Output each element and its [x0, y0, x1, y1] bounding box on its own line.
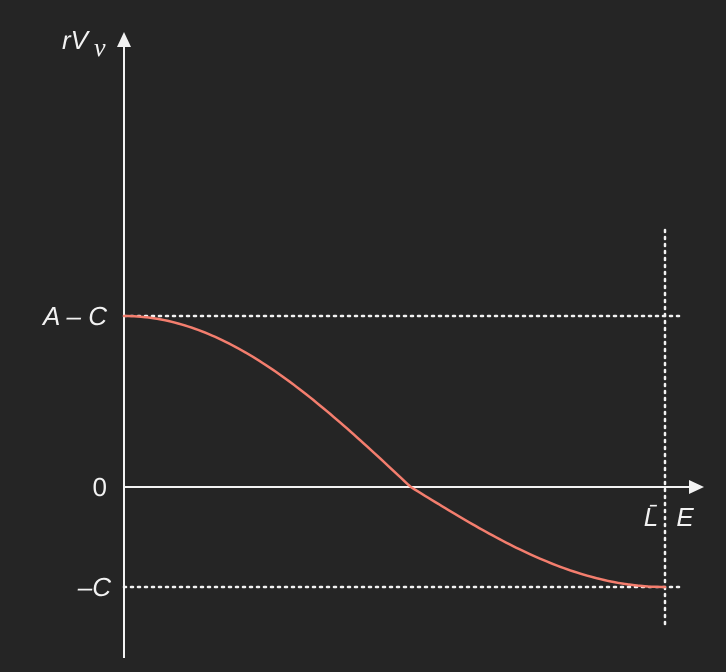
value-curve — [122, 314, 667, 589]
y-axis-label-subscript: v — [94, 33, 106, 62]
y-axis-label: rV — [62, 25, 91, 55]
lbar-marker-label: L̄ — [644, 502, 658, 532]
x-axis-label: E — [676, 502, 694, 532]
x-axis-arrow — [689, 480, 704, 494]
tick-label-zero: 0 — [93, 472, 107, 502]
y-axis-arrow — [117, 32, 131, 47]
tick-label-lower: –C — [77, 572, 111, 602]
tick-label-upper: A – C — [41, 301, 107, 331]
